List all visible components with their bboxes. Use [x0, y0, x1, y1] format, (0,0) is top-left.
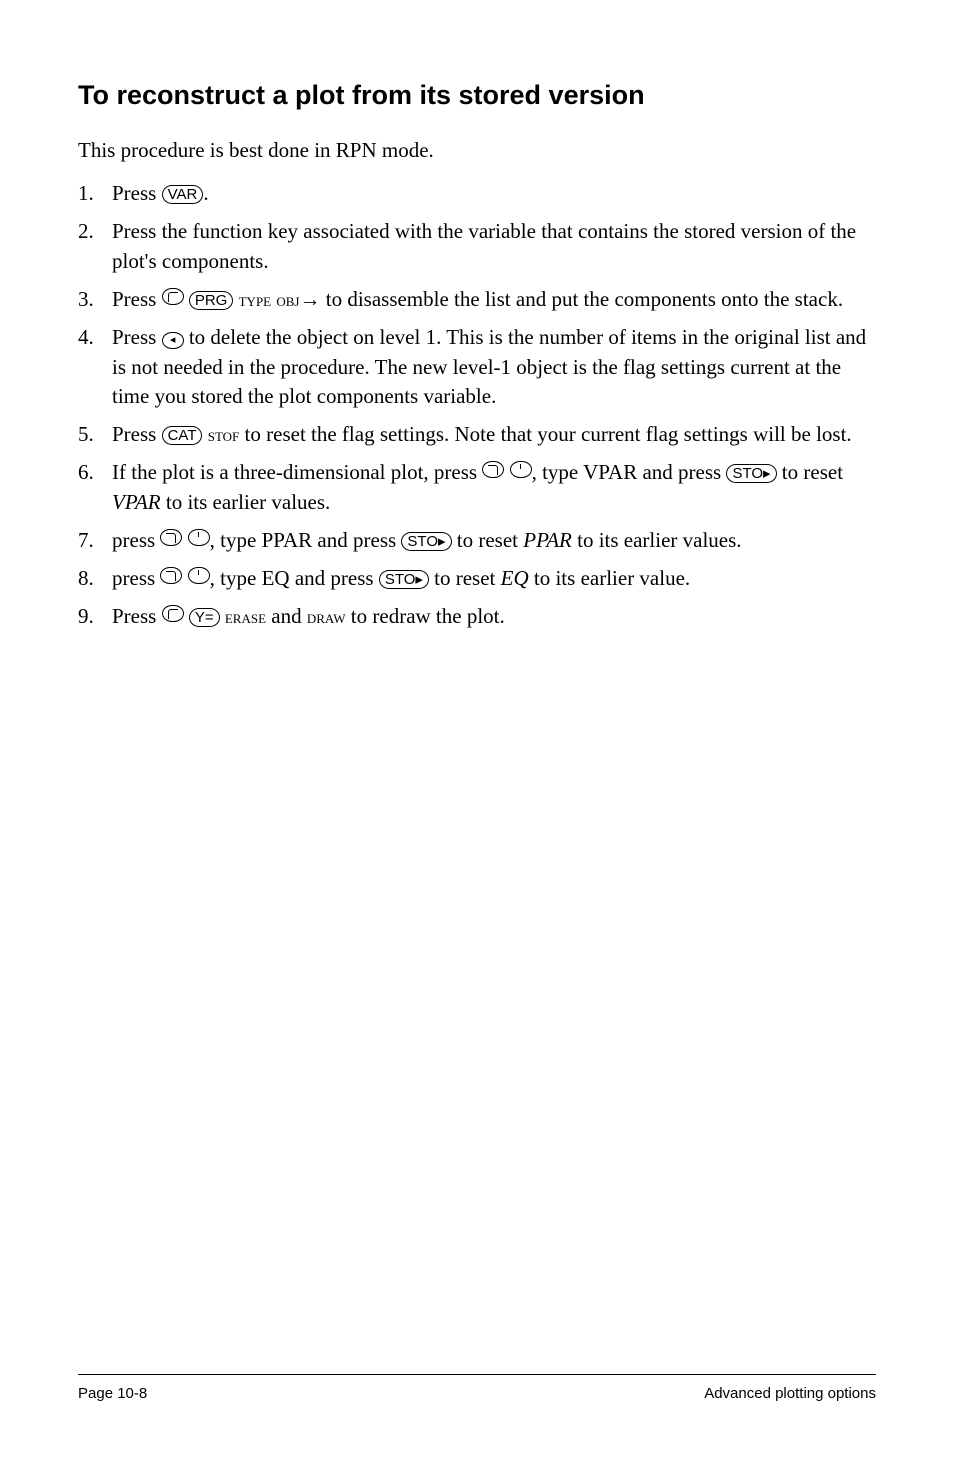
- chapter-title: Advanced plotting options: [704, 1385, 876, 1402]
- step-text: press: [112, 566, 160, 590]
- step-text: to reset the flag settings. Note that yo…: [239, 422, 851, 446]
- step-text: Press: [112, 287, 162, 311]
- step-2: Press the function key associated with t…: [78, 217, 876, 277]
- backspace-key-icon: ◂: [162, 332, 184, 349]
- step-text: , type VPAR and press: [532, 460, 727, 484]
- step-text: , type PPAR and press: [210, 528, 402, 552]
- tick-key-icon: [188, 567, 210, 584]
- step-text: to its earlier values.: [572, 528, 742, 552]
- step-8: press , type EQ and press STO▸ to reset …: [78, 564, 876, 594]
- step-text: Press: [112, 604, 162, 628]
- right-shift-key-icon: [160, 529, 182, 546]
- procedure-list: Press VAR. Press the function key associ…: [78, 179, 876, 631]
- var-key-icon: VAR: [162, 185, 204, 204]
- cat-key-icon: CAT: [162, 426, 203, 445]
- variable-name: VPAR: [112, 490, 161, 514]
- step-text: and: [266, 604, 307, 628]
- sto-key-icon: STO▸: [401, 532, 451, 551]
- step-6: If the plot is a three-dimensional plot,…: [78, 458, 876, 518]
- step-9: Press Y= erase and draw to redraw the pl…: [78, 602, 876, 632]
- menu-label: draw: [307, 607, 346, 628]
- intro-text: This procedure is best done in RPN mode.: [78, 135, 876, 165]
- variable-name: PPAR: [523, 528, 572, 552]
- step-3: Press PRG type obj→ to disassemble the l…: [78, 285, 876, 315]
- step-text: Press: [112, 325, 162, 349]
- tick-key-icon: [510, 461, 532, 478]
- step-5: Press CAT stof to reset the flag setting…: [78, 420, 876, 450]
- step-text: to reset: [777, 460, 843, 484]
- step-text: Press: [112, 181, 162, 205]
- step-text: .: [203, 181, 208, 205]
- sto-key-icon: STO▸: [726, 464, 776, 483]
- tick-key-icon: [188, 529, 210, 546]
- menu-label: obj: [276, 290, 299, 311]
- menu-label: stof: [208, 425, 240, 446]
- left-shift-key-icon: [162, 605, 184, 622]
- page-number: Page 10-8: [78, 1385, 147, 1402]
- right-shift-key-icon: [160, 567, 182, 584]
- step-7: press , type PPAR and press STO▸ to rese…: [78, 526, 876, 556]
- prg-key-icon: PRG: [189, 291, 234, 310]
- step-text: , type EQ and press: [210, 566, 379, 590]
- page-footer: Page 10-8 Advanced plotting options: [78, 1374, 876, 1402]
- sto-key-icon: STO▸: [379, 570, 429, 589]
- step-text: Press: [112, 422, 162, 446]
- step-text: If the plot is a three-dimensional plot,…: [112, 460, 482, 484]
- variable-name: EQ: [501, 566, 529, 590]
- left-shift-key-icon: [162, 288, 184, 305]
- step-text: Press the function key associated with t…: [112, 219, 856, 273]
- step-text: to its earlier values.: [161, 490, 331, 514]
- step-text: → to disassemble the list and put the co…: [299, 287, 843, 311]
- step-text: to redraw the plot.: [346, 604, 505, 628]
- step-text: press: [112, 528, 160, 552]
- menu-label: erase: [225, 607, 266, 628]
- menu-label: type: [239, 290, 272, 311]
- section-heading: To reconstruct a plot from its stored ve…: [78, 80, 876, 111]
- step-text: to its earlier value.: [529, 566, 691, 590]
- step-text: to delete the object on level 1. This is…: [112, 325, 866, 409]
- step-4: Press ◂ to delete the object on level 1.…: [78, 323, 876, 412]
- right-shift-key-icon: [482, 461, 504, 478]
- step-text: to reset: [429, 566, 501, 590]
- step-text: to reset: [452, 528, 524, 552]
- yeq-key-icon: Y=: [189, 608, 220, 627]
- step-1: Press VAR.: [78, 179, 876, 209]
